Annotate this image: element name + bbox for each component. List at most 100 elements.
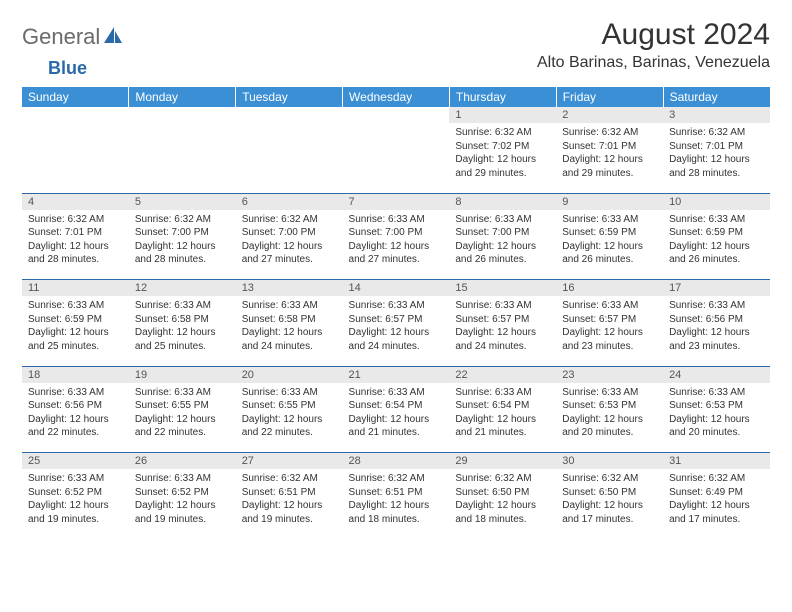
day-cell: 31Sunrise: 6:32 AMSunset: 6:49 PMDayligh… <box>663 453 770 539</box>
week-row: 11Sunrise: 6:33 AMSunset: 6:59 PMDayligh… <box>22 280 770 366</box>
sunset-line: Sunset: 7:02 PM <box>455 140 550 154</box>
day-cell: 14Sunrise: 6:33 AMSunset: 6:57 PMDayligh… <box>343 280 450 366</box>
day-cell: 28Sunrise: 6:32 AMSunset: 6:51 PMDayligh… <box>343 453 450 539</box>
location: Alto Barinas, Barinas, Venezuela <box>537 54 770 72</box>
day-cell: 21Sunrise: 6:33 AMSunset: 6:54 PMDayligh… <box>343 367 450 453</box>
day-cell: 1Sunrise: 6:32 AMSunset: 7:02 PMDaylight… <box>449 107 556 193</box>
sunrise-line: Sunrise: 6:32 AM <box>455 472 550 486</box>
sunset-line: Sunset: 6:57 PM <box>349 313 444 327</box>
sunrise-line: Sunrise: 6:33 AM <box>669 213 764 227</box>
day-cell: 17Sunrise: 6:33 AMSunset: 6:56 PMDayligh… <box>663 280 770 366</box>
day-cell: 29Sunrise: 6:32 AMSunset: 6:50 PMDayligh… <box>449 453 556 539</box>
day-cell: .. <box>129 107 236 193</box>
daylight-line: Daylight: 12 hours and 24 minutes. <box>455 326 550 353</box>
day-cell: 12Sunrise: 6:33 AMSunset: 6:58 PMDayligh… <box>129 280 236 366</box>
sunset-line: Sunset: 7:01 PM <box>562 140 657 154</box>
sunset-line: Sunset: 6:54 PM <box>349 399 444 413</box>
day-body: Sunrise: 6:33 AMSunset: 6:53 PMDaylight:… <box>556 383 663 444</box>
daylight-line: Daylight: 12 hours and 21 minutes. <box>455 413 550 440</box>
sunrise-line: Sunrise: 6:33 AM <box>135 472 230 486</box>
day-number: 17 <box>663 280 770 296</box>
sunrise-line: Sunrise: 6:33 AM <box>562 213 657 227</box>
sunset-line: Sunset: 6:57 PM <box>455 313 550 327</box>
day-number: 2 <box>556 107 663 123</box>
day-header: Tuesday <box>236 87 343 107</box>
day-cell: 24Sunrise: 6:33 AMSunset: 6:53 PMDayligh… <box>663 367 770 453</box>
sunrise-line: Sunrise: 6:32 AM <box>349 472 444 486</box>
day-body: Sunrise: 6:32 AMSunset: 6:49 PMDaylight:… <box>663 469 770 530</box>
day-body: Sunrise: 6:33 AMSunset: 7:00 PMDaylight:… <box>343 210 450 271</box>
day-body: Sunrise: 6:33 AMSunset: 6:56 PMDaylight:… <box>22 383 129 444</box>
day-body: Sunrise: 6:33 AMSunset: 6:54 PMDaylight:… <box>343 383 450 444</box>
day-cell: 4Sunrise: 6:32 AMSunset: 7:01 PMDaylight… <box>22 194 129 280</box>
daylight-line: Daylight: 12 hours and 25 minutes. <box>135 326 230 353</box>
sunrise-line: Sunrise: 6:33 AM <box>562 386 657 400</box>
daylight-line: Daylight: 12 hours and 23 minutes. <box>562 326 657 353</box>
sunrise-line: Sunrise: 6:33 AM <box>135 299 230 313</box>
sunset-line: Sunset: 7:00 PM <box>349 226 444 240</box>
day-number: 27 <box>236 453 343 469</box>
daylight-line: Daylight: 12 hours and 20 minutes. <box>562 413 657 440</box>
day-number: 16 <box>556 280 663 296</box>
day-cell: 10Sunrise: 6:33 AMSunset: 6:59 PMDayligh… <box>663 194 770 280</box>
day-cell: 26Sunrise: 6:33 AMSunset: 6:52 PMDayligh… <box>129 453 236 539</box>
day-body: Sunrise: 6:33 AMSunset: 6:58 PMDaylight:… <box>129 296 236 357</box>
daylight-line: Daylight: 12 hours and 28 minutes. <box>28 240 123 267</box>
day-cell: 8Sunrise: 6:33 AMSunset: 7:00 PMDaylight… <box>449 194 556 280</box>
day-number: 15 <box>449 280 556 296</box>
daylight-line: Daylight: 12 hours and 27 minutes. <box>242 240 337 267</box>
daylight-line: Daylight: 12 hours and 24 minutes. <box>349 326 444 353</box>
week-row: 18Sunrise: 6:33 AMSunset: 6:56 PMDayligh… <box>22 367 770 453</box>
day-number: 31 <box>663 453 770 469</box>
sunrise-line: Sunrise: 6:33 AM <box>669 299 764 313</box>
day-header: Sunday <box>22 87 129 107</box>
sunset-line: Sunset: 6:51 PM <box>242 486 337 500</box>
daylight-line: Daylight: 12 hours and 26 minutes. <box>669 240 764 267</box>
sunset-line: Sunset: 6:55 PM <box>242 399 337 413</box>
day-body: Sunrise: 6:33 AMSunset: 6:57 PMDaylight:… <box>343 296 450 357</box>
sunrise-line: Sunrise: 6:33 AM <box>349 213 444 227</box>
daylight-line: Daylight: 12 hours and 22 minutes. <box>135 413 230 440</box>
day-number: 25 <box>22 453 129 469</box>
sunrise-line: Sunrise: 6:32 AM <box>455 126 550 140</box>
daylight-line: Daylight: 12 hours and 28 minutes. <box>135 240 230 267</box>
daylight-line: Daylight: 12 hours and 20 minutes. <box>669 413 764 440</box>
day-body: Sunrise: 6:33 AMSunset: 6:56 PMDaylight:… <box>663 296 770 357</box>
sunset-line: Sunset: 6:49 PM <box>669 486 764 500</box>
day-number: 29 <box>449 453 556 469</box>
day-body: Sunrise: 6:33 AMSunset: 6:59 PMDaylight:… <box>556 210 663 271</box>
day-number: 1 <box>449 107 556 123</box>
day-cell: 5Sunrise: 6:32 AMSunset: 7:00 PMDaylight… <box>129 194 236 280</box>
sunrise-line: Sunrise: 6:33 AM <box>28 386 123 400</box>
day-cell: 9Sunrise: 6:33 AMSunset: 6:59 PMDaylight… <box>556 194 663 280</box>
day-cell: 13Sunrise: 6:33 AMSunset: 6:58 PMDayligh… <box>236 280 343 366</box>
day-number: 8 <box>449 194 556 210</box>
sunset-line: Sunset: 6:52 PM <box>28 486 123 500</box>
daylight-line: Daylight: 12 hours and 22 minutes. <box>242 413 337 440</box>
sunset-line: Sunset: 6:59 PM <box>28 313 123 327</box>
sunset-line: Sunset: 6:53 PM <box>562 399 657 413</box>
daylight-line: Daylight: 12 hours and 19 minutes. <box>28 499 123 526</box>
calendar-body: ........1Sunrise: 6:32 AMSunset: 7:02 PM… <box>22 107 770 539</box>
day-number: 23 <box>556 367 663 383</box>
day-number: 7 <box>343 194 450 210</box>
sunrise-line: Sunrise: 6:33 AM <box>349 299 444 313</box>
day-body: Sunrise: 6:32 AMSunset: 6:51 PMDaylight:… <box>343 469 450 530</box>
sunrise-line: Sunrise: 6:33 AM <box>135 386 230 400</box>
day-number: 30 <box>556 453 663 469</box>
day-cell: 3Sunrise: 6:32 AMSunset: 7:01 PMDaylight… <box>663 107 770 193</box>
daylight-line: Daylight: 12 hours and 26 minutes. <box>455 240 550 267</box>
day-body: Sunrise: 6:33 AMSunset: 6:53 PMDaylight:… <box>663 383 770 444</box>
day-number: 11 <box>22 280 129 296</box>
day-number: 24 <box>663 367 770 383</box>
day-cell: 7Sunrise: 6:33 AMSunset: 7:00 PMDaylight… <box>343 194 450 280</box>
day-cell: 22Sunrise: 6:33 AMSunset: 6:54 PMDayligh… <box>449 367 556 453</box>
day-cell: .. <box>343 107 450 193</box>
day-body: Sunrise: 6:33 AMSunset: 6:54 PMDaylight:… <box>449 383 556 444</box>
sunset-line: Sunset: 6:59 PM <box>669 226 764 240</box>
sunrise-line: Sunrise: 6:32 AM <box>562 126 657 140</box>
day-body: Sunrise: 6:33 AMSunset: 6:59 PMDaylight:… <box>22 296 129 357</box>
day-cell: 16Sunrise: 6:33 AMSunset: 6:57 PMDayligh… <box>556 280 663 366</box>
sunrise-line: Sunrise: 6:33 AM <box>455 299 550 313</box>
calendar-table: Sunday Monday Tuesday Wednesday Thursday… <box>22 87 770 539</box>
